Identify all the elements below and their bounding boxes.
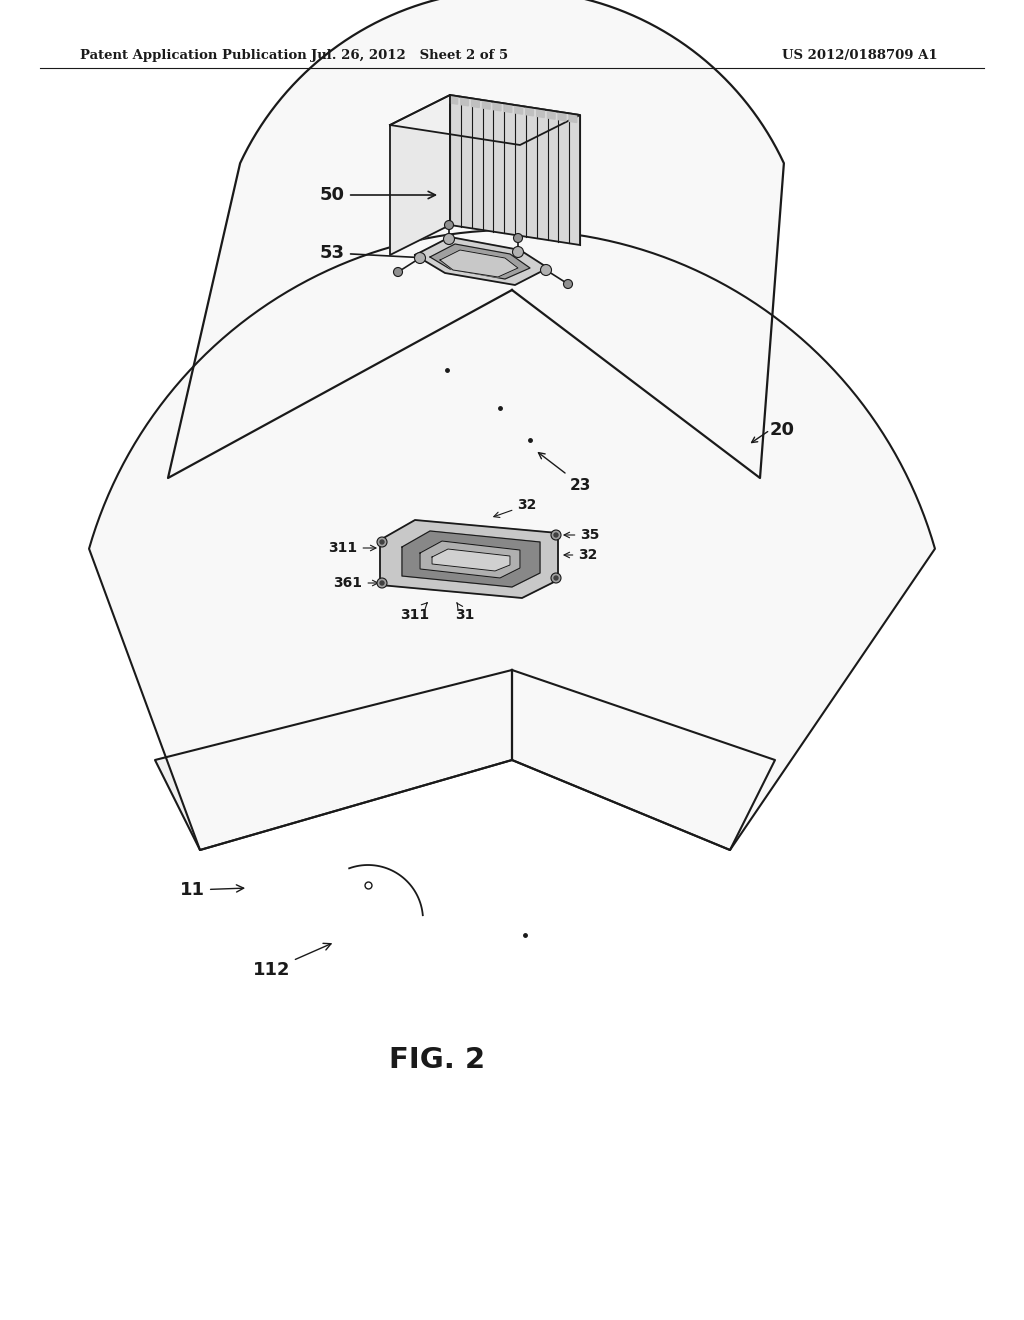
Circle shape	[513, 234, 522, 243]
Polygon shape	[440, 249, 518, 277]
Circle shape	[380, 581, 384, 585]
Text: 35: 35	[564, 528, 600, 543]
Polygon shape	[548, 110, 555, 119]
Text: 11: 11	[180, 880, 244, 899]
Text: 32: 32	[564, 548, 598, 562]
Polygon shape	[450, 95, 458, 104]
Text: 23: 23	[539, 453, 592, 492]
Circle shape	[554, 533, 558, 537]
Polygon shape	[482, 100, 490, 110]
Polygon shape	[415, 238, 548, 285]
Text: 112: 112	[253, 944, 331, 979]
Text: Jul. 26, 2012   Sheet 2 of 5: Jul. 26, 2012 Sheet 2 of 5	[311, 49, 509, 62]
Polygon shape	[380, 520, 558, 598]
Polygon shape	[420, 541, 520, 578]
Polygon shape	[432, 549, 510, 572]
Text: 311: 311	[329, 541, 376, 554]
Circle shape	[541, 264, 552, 276]
Circle shape	[551, 573, 561, 583]
Polygon shape	[537, 108, 544, 117]
Polygon shape	[512, 671, 775, 850]
Text: US 2012/0188709 A1: US 2012/0188709 A1	[782, 49, 938, 62]
Circle shape	[415, 252, 426, 264]
Polygon shape	[494, 102, 501, 111]
Polygon shape	[569, 114, 577, 123]
Text: 31: 31	[456, 603, 475, 622]
Polygon shape	[526, 107, 534, 116]
Text: FIG. 2: FIG. 2	[389, 1045, 485, 1074]
Text: 53: 53	[319, 244, 423, 261]
Polygon shape	[89, 230, 935, 850]
Text: 32: 32	[494, 498, 537, 517]
Polygon shape	[168, 0, 784, 478]
Circle shape	[444, 220, 454, 230]
Polygon shape	[461, 96, 468, 106]
Polygon shape	[558, 112, 566, 121]
Circle shape	[377, 537, 387, 546]
Circle shape	[393, 268, 402, 276]
Text: 311: 311	[400, 603, 429, 622]
Text: Patent Application Publication: Patent Application Publication	[80, 49, 307, 62]
Polygon shape	[472, 98, 479, 107]
Text: 361: 361	[334, 576, 378, 590]
Text: 50: 50	[319, 186, 435, 205]
Polygon shape	[390, 95, 580, 145]
Circle shape	[512, 247, 523, 257]
Text: 20: 20	[770, 421, 795, 440]
Circle shape	[551, 531, 561, 540]
Circle shape	[554, 576, 558, 579]
Polygon shape	[390, 95, 450, 255]
Polygon shape	[430, 244, 530, 279]
Polygon shape	[515, 106, 522, 114]
Polygon shape	[402, 531, 540, 587]
Polygon shape	[155, 671, 512, 850]
Circle shape	[377, 578, 387, 587]
Circle shape	[563, 280, 572, 289]
Circle shape	[443, 234, 455, 244]
Polygon shape	[450, 95, 580, 246]
Circle shape	[380, 540, 384, 544]
Polygon shape	[504, 103, 512, 112]
